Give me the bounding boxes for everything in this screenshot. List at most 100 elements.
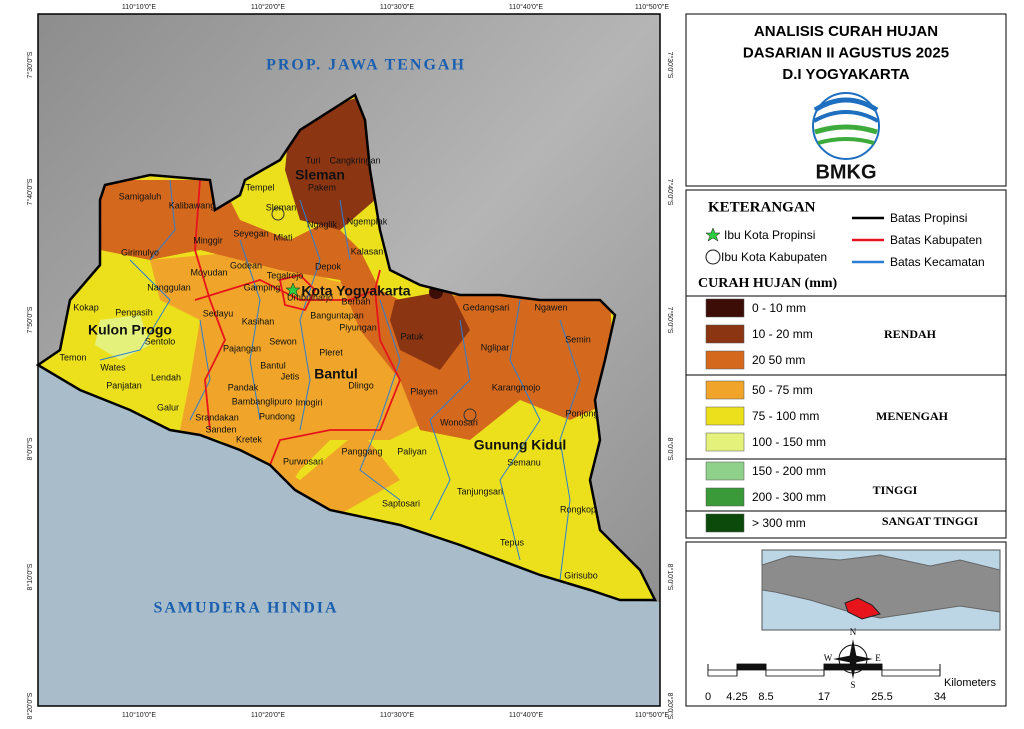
kecamatan-label: Kretek (236, 434, 263, 444)
grid-label: 7°30'0"S (666, 52, 674, 79)
kecamatan-label: Wonosari (440, 417, 478, 427)
grid-label: 8°20'0"S (26, 692, 34, 719)
kecamatan-label: Semin (565, 334, 591, 344)
scale-segment (707, 669, 738, 677)
kecamatan-label: Mlati (273, 232, 292, 242)
kecamatan-label: Kalibawang (169, 200, 216, 210)
grid-label: 8°10'0"S (666, 564, 674, 591)
class-swatch (705, 298, 745, 318)
rainfall-zones (38, 95, 655, 600)
kecamatan-label: Pengasih (115, 307, 153, 317)
kecamatan-label: Godean (230, 260, 262, 270)
compass-n: N (850, 627, 857, 637)
kecamatan-label: Kokap (73, 302, 99, 312)
grid-label: 110°50'0"E (635, 711, 669, 719)
kecamatan-label: Paliyan (397, 446, 427, 456)
sea (38, 365, 660, 706)
kecamatan-label: Sleman (266, 202, 297, 212)
kabupaten-line (194, 269, 381, 301)
class-swatch (705, 406, 745, 426)
scale-label: 25.5 (871, 691, 892, 703)
kecamatan-boundaries (99, 179, 581, 581)
kecamatan-label: Lendah (151, 372, 181, 382)
kecamatan-label: Kasihan (242, 316, 275, 326)
class-label: 10 - 20 mm (752, 327, 813, 341)
legend-line-label: Batas Kecamatan (890, 255, 985, 269)
legend-line-label: Batas Kabupaten (890, 233, 982, 247)
kecamatan-label: Tegalrejo (267, 270, 304, 280)
kecamatan-label: Ngawen (534, 302, 567, 312)
map-frame (37, 13, 661, 707)
symbol-label: Ibu Kota Kabupaten (721, 250, 827, 264)
scale-label: 4.25 (726, 691, 747, 703)
class-swatch (705, 513, 745, 533)
province-label: PROP. JAWA TENGAH (266, 57, 466, 74)
scale-segment (765, 669, 825, 677)
kabupaten-label: Sleman (295, 167, 345, 183)
circle-symbol (705, 249, 721, 265)
class-label: 20 50 mm (752, 353, 805, 367)
class-swatch (705, 380, 745, 400)
compass-needle (833, 655, 873, 663)
compass-s: S (850, 680, 855, 690)
zone (100, 180, 615, 440)
group-label: SANGAT TINGGI (882, 514, 979, 528)
kecamatan-label: Pundong (259, 411, 295, 421)
class-swatch (705, 461, 745, 481)
kecamatan-label: Seyegan (233, 228, 269, 238)
kecamatan-label: Semanu (507, 457, 541, 467)
class-label: > 300 mm (752, 516, 806, 530)
kecamatan-label: Playen (410, 386, 438, 396)
kecamatan-label: Umbulharjo (287, 292, 333, 302)
rain-title: CURAH HUJAN (mm) (698, 276, 838, 291)
class-label: 100 - 150 mm (752, 435, 826, 449)
kecamatan-label: Sentolo (145, 336, 176, 346)
group-label: TINGGI (873, 483, 918, 497)
kecamatan-label: Ngaglik (307, 219, 338, 229)
kabupaten-boundaries (194, 179, 401, 466)
kecamatan-label: Galur (157, 402, 179, 412)
kecamatan-label: Pandak (228, 382, 259, 392)
grid-label: 7°40'0"S (26, 178, 34, 205)
kecamatan-label: Bantul (260, 360, 286, 370)
scale-label: 34 (934, 691, 946, 703)
grid-label: 110°30'0"E (380, 711, 414, 719)
kecamatan-label: Nglipar (481, 342, 510, 352)
kecamatan-label: Pajangan (223, 343, 261, 353)
kecamatan-label: Saptosari (382, 498, 420, 508)
grid-label: 110°50'0"E (635, 3, 669, 11)
kecamatan-line (99, 179, 581, 581)
logo-stripe (814, 124, 878, 135)
grid-label: 110°10'0"E (122, 3, 156, 11)
kecamatan-label: Berbah (341, 296, 370, 306)
kecamatan-label: Patuk (400, 331, 424, 341)
grid-label: 8°0'0"S (26, 437, 34, 460)
kecamatan-label: Srandakan (195, 412, 239, 422)
grid-label: 8°10'0"S (26, 563, 34, 590)
kecamatan-label: Ponjong (565, 408, 598, 418)
kecamatan-label: Wates (100, 362, 126, 372)
grid-label: 110°40'0"E (509, 3, 543, 11)
logo-stripe (813, 110, 879, 123)
inset-java (761, 554, 1001, 619)
kabupaten-label: Gunung Kidul (474, 437, 567, 453)
sea-label: SAMUDERA HINDIA (153, 600, 338, 617)
title-line: DASARIAN II AGUSTUS 2025 (743, 44, 949, 61)
grid-label: 110°10'0"E (122, 711, 156, 719)
kecamatan-label: Samigaluh (119, 191, 162, 201)
kecamatan-label: Purwosari (283, 456, 323, 466)
legend-title: KETERANGAN (708, 199, 816, 215)
class-swatch (705, 432, 745, 452)
kecamatan-label: Depok (315, 261, 342, 271)
title-line: D.I YOGYAKARTA (782, 66, 909, 83)
kabupaten-label: Kulon Progo (88, 322, 172, 338)
kecamatan-label: Tepus (500, 537, 525, 547)
symbol-label: Ibu Kota Propinsi (724, 228, 815, 242)
legend-line-label: Batas Propinsi (890, 211, 967, 225)
class-label: 150 - 200 mm (752, 464, 826, 478)
kecamatan-label: Pakem (308, 182, 336, 192)
kecamatan-label: Sewon (269, 336, 297, 346)
kecamatan-label: Tempel (245, 182, 274, 192)
grid-label: 8°0'0"S (666, 438, 674, 461)
